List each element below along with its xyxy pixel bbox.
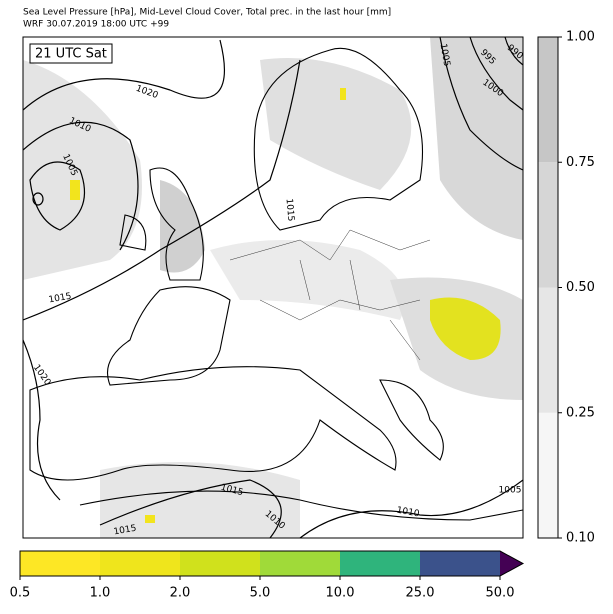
colorbar-band bbox=[20, 551, 100, 576]
colorbar-band bbox=[340, 551, 420, 576]
colorbar-band bbox=[260, 551, 340, 576]
colorbar-right: 0.10 0.25 0.50 0.75 1.00 bbox=[537, 30, 595, 546]
contour-label: 1005 bbox=[438, 43, 452, 67]
colorbar-bottom: 0.5 1.0 2.0 5.0 10.0 25.0 50.0 bbox=[10, 550, 525, 601]
tick-label: 1.00 bbox=[566, 30, 595, 45]
tick-label: 50.0 bbox=[486, 586, 515, 601]
tick-label: 0.50 bbox=[566, 280, 595, 295]
title: Sea Level Pressure [hPa], Mid-Level Clou… bbox=[23, 8, 391, 18]
tick-label: 0.25 bbox=[566, 405, 595, 420]
colorbar-extend bbox=[500, 551, 523, 576]
subtitle: WRF 30.07.2019 18:00 UTC +99 bbox=[23, 20, 169, 30]
tick-label: 0.5 bbox=[10, 586, 31, 601]
colorbar-band bbox=[538, 412, 558, 538]
colorbar-band bbox=[538, 162, 558, 288]
map: 21 UTC Sat bbox=[22, 36, 524, 539]
tick-label: 2.0 bbox=[170, 586, 191, 601]
colorbar-band bbox=[420, 551, 500, 576]
tick-label: 5.0 bbox=[250, 586, 271, 601]
colorbar-band bbox=[538, 287, 558, 413]
colorbar-band bbox=[538, 37, 558, 163]
contour-label: 1015 bbox=[284, 198, 296, 222]
colorbar-band bbox=[100, 551, 180, 576]
colorbar-frame bbox=[19, 550, 525, 577]
tick-label: 1.0 bbox=[90, 586, 111, 601]
tick-label: 0.10 bbox=[566, 531, 595, 546]
contour-label: 1015 bbox=[48, 292, 72, 306]
contour-label: 1005 bbox=[499, 486, 522, 496]
colorbar-band bbox=[180, 551, 260, 576]
tick-label: 0.75 bbox=[566, 155, 595, 170]
contour-label: 1015 bbox=[113, 524, 137, 538]
tick-label: 10.0 bbox=[326, 586, 355, 601]
contour-label: 1010 bbox=[396, 506, 421, 520]
time-label: 21 UTC Sat bbox=[35, 47, 107, 62]
tick-label: 25.0 bbox=[406, 586, 435, 601]
